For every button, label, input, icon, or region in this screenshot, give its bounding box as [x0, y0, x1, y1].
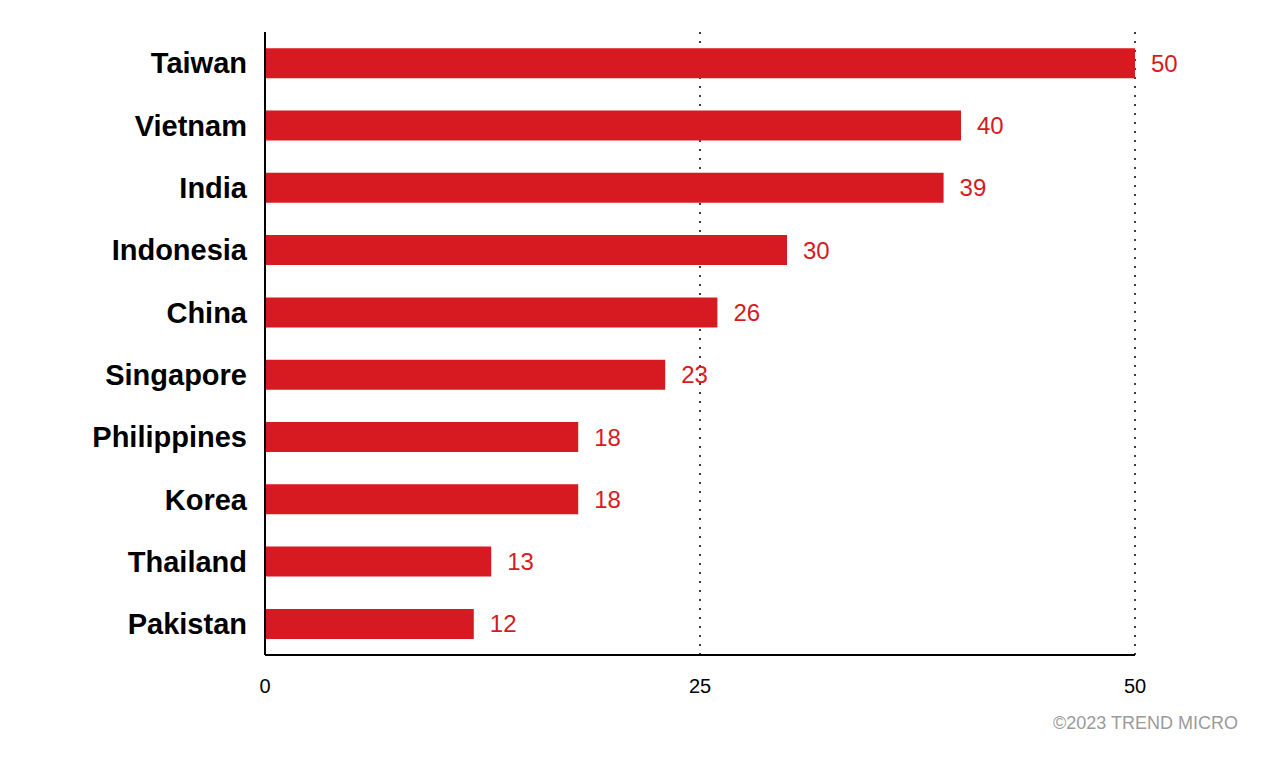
html-text:©2023 TREND MICRO: ©2023 TREND MICRO	[1053, 713, 1238, 733]
svg-text:18: 18	[594, 424, 621, 451]
svg-text:Vietnam: Vietnam	[135, 110, 247, 142]
svg-text:12: 12	[490, 610, 517, 637]
svg-text:Thailand: Thailand	[128, 546, 247, 578]
svg-text:25: 25	[689, 675, 711, 697]
svg-text:China: China	[166, 297, 247, 329]
svg-text:Singapore: Singapore	[105, 359, 247, 391]
svg-text:India: India	[179, 172, 248, 204]
svg-text:Taiwan: Taiwan	[151, 47, 247, 79]
svg-text:26: 26	[733, 299, 760, 326]
svg-text:50: 50	[1151, 50, 1178, 77]
svg-text:23: 23	[681, 361, 708, 388]
svg-text:39: 39	[960, 174, 987, 201]
svg-text:Korea: Korea	[165, 484, 248, 516]
svg-text:13: 13	[507, 548, 534, 575]
svg-text:18: 18	[594, 486, 621, 513]
svg-text:40: 40	[977, 112, 1004, 139]
svg-text:Philippines: Philippines	[92, 421, 247, 453]
svg-text:Pakistan: Pakistan	[128, 608, 247, 640]
svg-text:Indonesia: Indonesia	[112, 234, 248, 266]
svg-text:30: 30	[803, 237, 830, 264]
svg-text:50: 50	[1124, 675, 1146, 697]
svg-text:0: 0	[259, 675, 270, 697]
